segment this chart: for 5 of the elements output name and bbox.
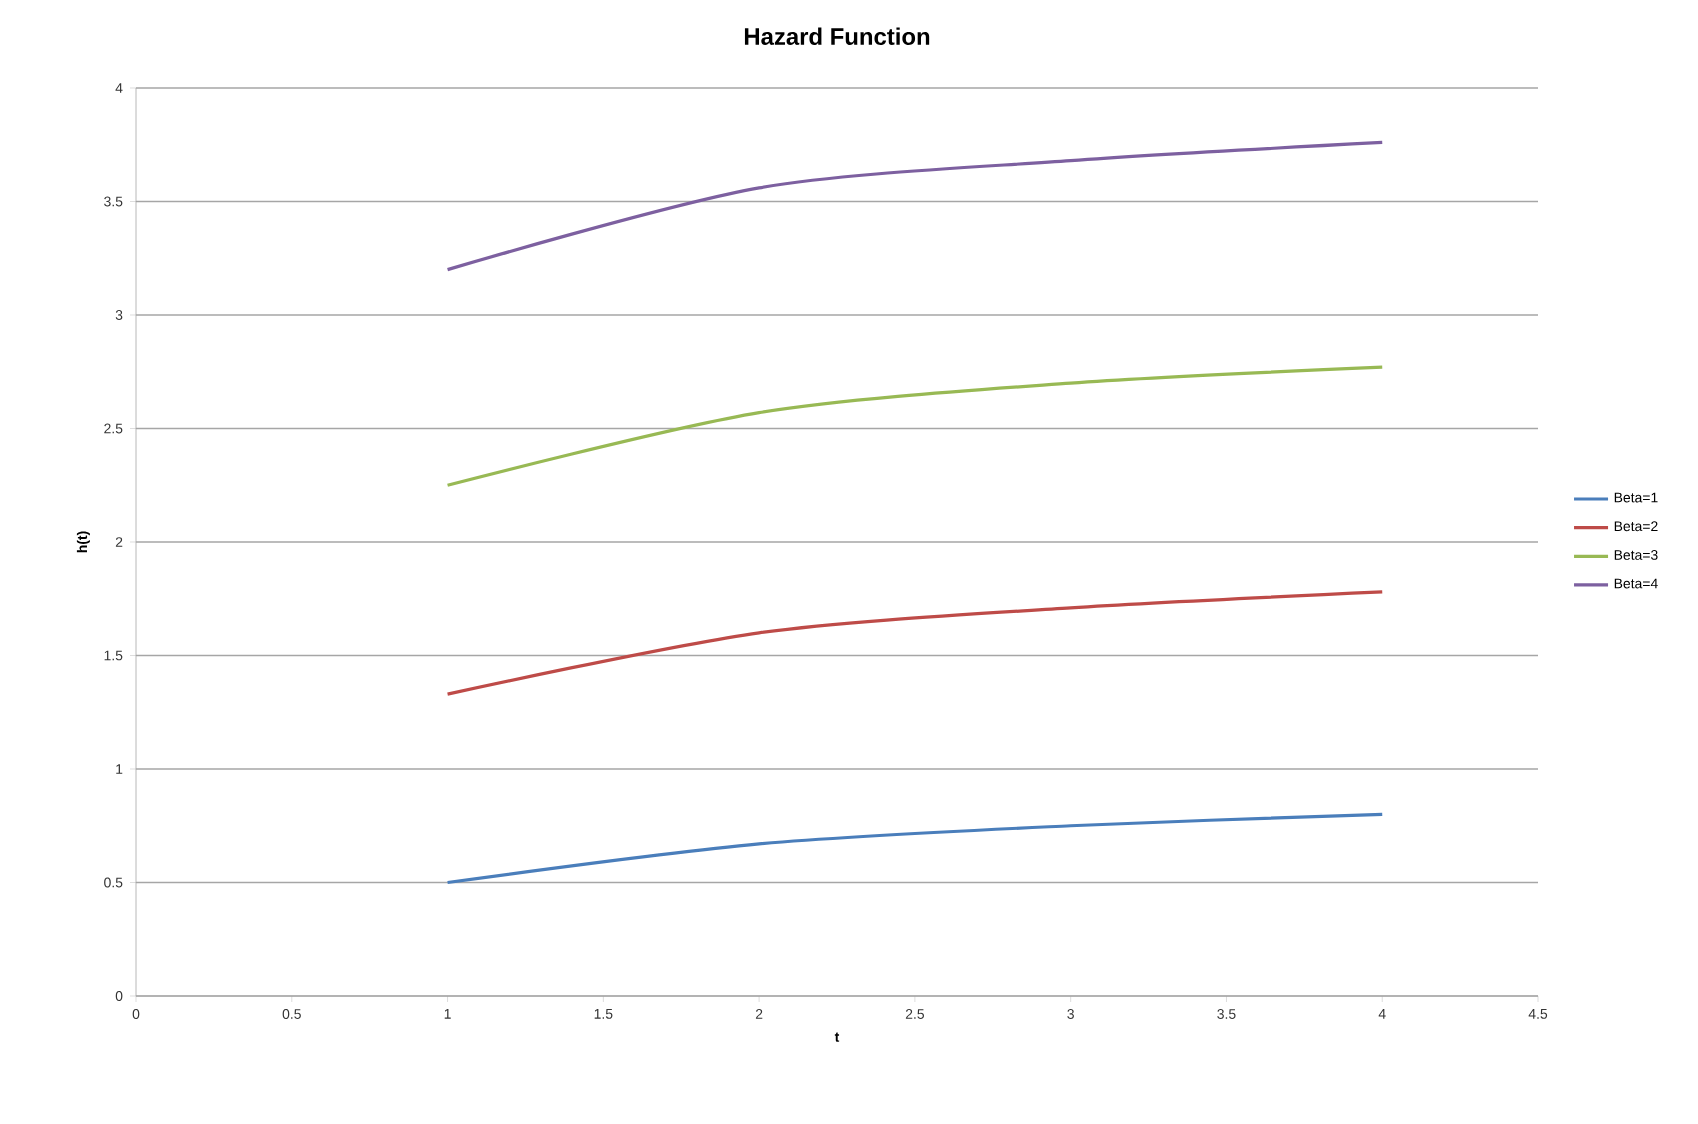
chart-title: Hazard Function [744,27,930,45]
line-series [445,365,1384,487]
line-series [445,590,1384,696]
line-series [445,812,1384,885]
line-series [445,140,1384,272]
